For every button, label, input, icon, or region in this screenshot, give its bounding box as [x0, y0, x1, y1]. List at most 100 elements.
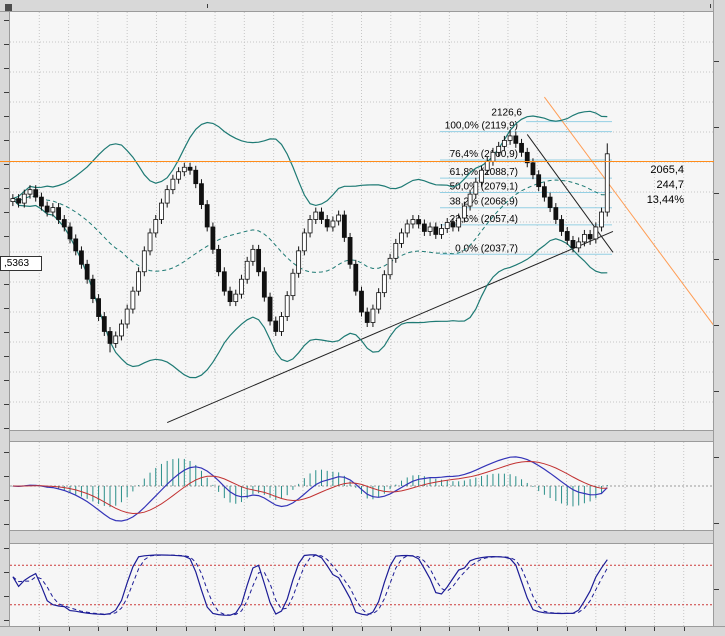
candle-body	[473, 181, 479, 195]
stochastic-panel[interactable]	[10, 544, 713, 626]
macd-histogram-bar	[246, 486, 248, 499]
candle-body	[501, 139, 507, 147]
horizontal-price-line[interactable]	[0, 161, 714, 162]
macd-histogram-bar	[469, 479, 471, 486]
candle-body	[507, 135, 513, 141]
gridlines	[10, 12, 713, 430]
macd-histogram-bar	[401, 480, 403, 486]
candle-body	[547, 196, 553, 208]
candle-body	[416, 219, 422, 225]
axis-tick	[4, 236, 9, 237]
candle-body	[90, 278, 96, 300]
candle-body	[404, 223, 410, 234]
axis-tick	[4, 380, 9, 381]
trendline[interactable]	[166, 230, 614, 423]
macd-histogram-bar	[258, 486, 260, 494]
fib-label: 23,6% (2057,4)	[450, 214, 518, 225]
macd-histogram-bar	[263, 486, 265, 495]
bollinger-upper-band	[12, 110, 608, 207]
macd-histogram-bar	[240, 486, 242, 503]
macd-histogram-bar	[155, 467, 157, 486]
macd-histogram-bar	[338, 472, 340, 486]
macd-histogram-bar	[63, 486, 65, 491]
macd-histogram-bar	[103, 486, 105, 506]
macd-histogram-bar	[166, 460, 168, 486]
candle-body	[79, 250, 84, 265]
fibonacci-retracement[interactable]: 100,0% (2119,9)76,4% (2100,9)61,8% (2088…	[440, 108, 612, 255]
axis-tick	[4, 308, 9, 309]
panel-splitter-2[interactable]	[10, 530, 713, 544]
axis-tick	[4, 92, 9, 93]
candle-body	[536, 174, 542, 188]
axis-tick	[566, 627, 568, 631]
macd-histogram-bar	[218, 486, 220, 492]
candle-body	[56, 207, 61, 220]
candle-body	[421, 223, 427, 232]
candle-body	[599, 211, 604, 228]
candle-body	[313, 211, 319, 220]
candle-body	[341, 214, 347, 238]
macd-histogram	[12, 458, 608, 508]
trendline[interactable]	[543, 96, 713, 336]
axis-tick	[185, 627, 187, 631]
candle-body	[210, 226, 216, 250]
macd-histogram-bar	[275, 486, 277, 500]
macd-histogram-bar	[355, 486, 357, 488]
bollinger-lower-band	[12, 198, 608, 379]
macd-histogram-bar	[200, 470, 202, 486]
candle-body	[176, 171, 182, 180]
fib-label: 50,0% (2079,1)	[450, 181, 518, 192]
right-axis-strip	[713, 0, 725, 636]
axis-tick	[4, 140, 9, 141]
axis-tick	[207, 4, 208, 8]
macd-histogram-bar	[298, 483, 300, 486]
axis-tick	[4, 188, 9, 189]
macd-panel[interactable]	[10, 442, 713, 530]
candle-body	[136, 271, 141, 292]
macd-histogram-bar	[326, 470, 328, 486]
candle-body	[513, 135, 519, 144]
macd-histogram-bar	[195, 464, 197, 486]
macd-histogram-bar	[109, 486, 111, 508]
axis-tick	[97, 627, 99, 631]
candlesticks	[10, 129, 610, 353]
candle-body	[433, 226, 439, 235]
candle-body	[439, 228, 444, 235]
main-chart-panel[interactable]: 100,0% (2119,9) 76,4% (2100,9) 61,8% (2088…	[10, 12, 713, 430]
bollinger-bands	[12, 110, 608, 379]
candle-body	[164, 189, 170, 204]
axis-tick	[625, 627, 627, 631]
candle-body	[279, 316, 284, 332]
macd-histogram-bar	[320, 469, 322, 486]
candle-body	[50, 207, 56, 213]
candle-body	[21, 193, 27, 204]
macd-histogram-bar	[315, 470, 317, 486]
candle-body	[604, 153, 610, 213]
panel-splitter-1[interactable]	[10, 430, 713, 442]
macd-histogram-bar	[229, 486, 231, 503]
macd-histogram-bar	[578, 486, 580, 506]
measure-price: 2065,4	[650, 164, 684, 176]
axis-tick	[4, 404, 9, 405]
measure-percent: 13,44%	[646, 194, 684, 206]
axis-tick	[4, 572, 9, 573]
trendline[interactable]	[526, 134, 614, 253]
axis-tick	[4, 452, 9, 453]
macd-histogram-bar	[183, 458, 185, 486]
candle-body	[16, 198, 21, 204]
axis-tick	[714, 127, 719, 128]
price-tag: ,5363	[0, 256, 42, 271]
macd-histogram-bar	[286, 486, 288, 496]
axis-tick	[4, 596, 9, 597]
candle-body	[570, 240, 576, 249]
macd-histogram-bar	[418, 475, 420, 486]
candle-body	[67, 226, 73, 240]
macd-histogram-bar	[223, 486, 225, 499]
macd-histogram-bar	[395, 484, 397, 486]
axis-tick	[449, 627, 451, 631]
macd-histogram-bar	[52, 486, 54, 488]
candle-body	[250, 248, 256, 262]
candle-body	[587, 234, 593, 240]
axis-tick	[39, 627, 41, 631]
